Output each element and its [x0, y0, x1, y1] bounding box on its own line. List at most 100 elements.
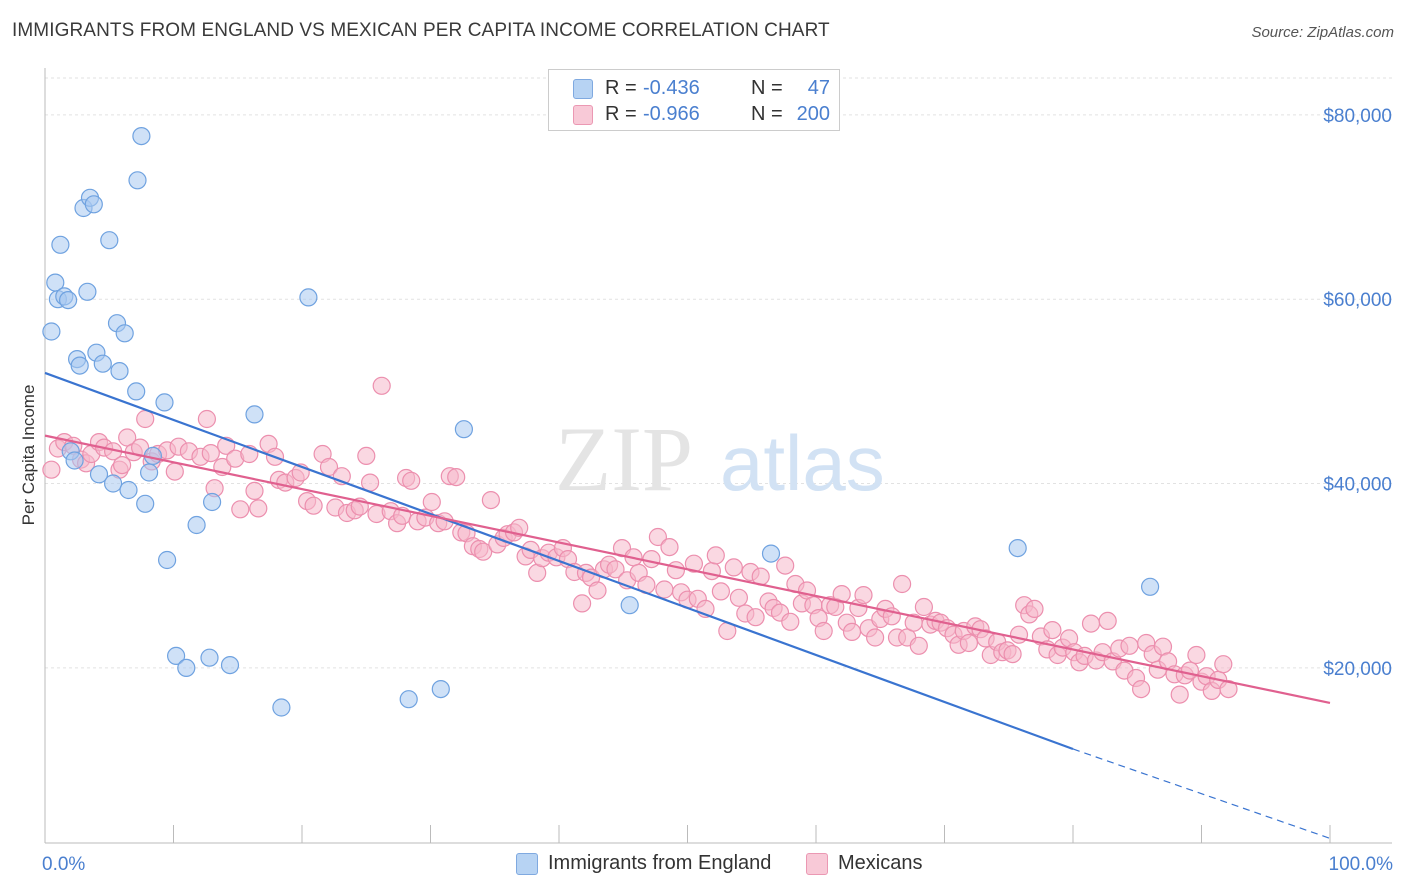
mexicans-point: [666, 561, 686, 580]
mexicans-point: [357, 446, 376, 465]
mexicans-point: [914, 597, 934, 617]
england-point: [155, 393, 174, 412]
england-point: [115, 324, 134, 343]
legend-r-value: -0.436: [643, 77, 700, 99]
england-point: [89, 465, 109, 484]
mexicans-point: [1187, 645, 1206, 665]
mexicans-trend-line: [44, 434, 1331, 704]
mexicans-point: [474, 542, 493, 561]
mexicans-point: [606, 560, 625, 579]
legend-n-label: N =: [751, 77, 783, 99]
mexicans-point: [201, 444, 220, 463]
mexicans-point: [1170, 685, 1189, 704]
england-point: [110, 362, 129, 381]
chart-title: IMMIGRANTS FROM ENGLAND VS MEXICAN PER C…: [12, 20, 830, 41]
england-point: [136, 494, 155, 513]
england-point: [140, 463, 159, 482]
mexicans-point: [1120, 636, 1139, 655]
mexicans-point: [724, 558, 743, 577]
mexicans-point: [588, 581, 607, 600]
mexicans-point: [1043, 620, 1062, 640]
x-tick-label: 100.0%: [1329, 854, 1394, 875]
mexicans-point: [655, 580, 674, 599]
mexicans-point: [684, 554, 704, 573]
england-point: [220, 655, 240, 675]
y-axis-label: Per Capita Income: [19, 385, 38, 526]
mexicans-point: [1081, 614, 1101, 633]
mexicans-point: [865, 628, 885, 647]
mexicans-point: [746, 608, 765, 627]
mexicans-point: [781, 612, 800, 631]
england-point: [620, 596, 639, 615]
mexicans-point: [481, 491, 500, 510]
england-point: [272, 698, 291, 717]
mexicans-point: [165, 462, 184, 481]
mexicans-point: [402, 471, 421, 490]
watermark-zip: ZIP: [555, 408, 693, 510]
mexicans-point: [959, 633, 979, 653]
mexicans-point: [776, 556, 795, 575]
england-point: [42, 322, 61, 341]
mexicans-point: [249, 499, 268, 518]
legend-swatch-england: [573, 79, 593, 99]
england-point: [127, 382, 146, 401]
england-point: [1140, 577, 1160, 596]
mexicans-point: [510, 518, 529, 537]
legend-n-label: N =: [751, 103, 783, 125]
legend-n-value: 200: [796, 103, 830, 125]
england-point: [93, 354, 112, 373]
england-point: [119, 480, 138, 500]
mexicans-point: [42, 460, 61, 479]
axes: [44, 68, 1392, 844]
mexicans-point: [136, 409, 155, 429]
england-point: [103, 474, 123, 493]
mexicans-point: [648, 527, 668, 547]
england-point: [158, 550, 177, 570]
england-point: [128, 171, 147, 190]
england-point: [1008, 538, 1027, 558]
mexicans-point: [422, 492, 441, 512]
trend-lines: [44, 371, 1331, 839]
bottom-legend-swatch-england: [516, 853, 538, 875]
england-point: [299, 288, 318, 307]
legend-n-value: 47: [807, 77, 830, 99]
mexicans-point: [729, 588, 749, 607]
bottom-legend-swatch-mexicans: [806, 853, 828, 875]
mexicans-point: [832, 584, 851, 604]
mexicans-point: [197, 409, 216, 429]
mexicans-point: [112, 456, 132, 475]
england-point: [177, 658, 196, 678]
legend-r-label: R =: [605, 103, 637, 125]
england-point: [65, 451, 84, 470]
england-point: [51, 235, 70, 254]
mexicans-point: [1131, 679, 1151, 699]
england-point: [84, 195, 103, 214]
england-point: [245, 405, 264, 424]
mexicans-point: [642, 549, 661, 569]
y-tick-label: $60,000: [1323, 290, 1392, 311]
mexicans-point: [304, 496, 323, 515]
england-point: [203, 492, 222, 512]
england-trend-line: [44, 371, 1074, 751]
bottom-legend-label: Mexicans: [838, 852, 923, 874]
mexicans-point: [1025, 599, 1044, 619]
mexicans-point: [572, 594, 592, 613]
mexicans-point: [842, 622, 862, 642]
mexicans-point: [447, 468, 466, 487]
tick-labels: $20,000 $40,000 $60,000 $80,000 0.0% 100.0%: [42, 106, 1393, 875]
england-point: [132, 127, 151, 146]
england-point: [100, 231, 119, 250]
bottom-legend-label: Immigrants from England: [548, 852, 772, 874]
england-point: [78, 282, 97, 301]
mexicans-point: [702, 561, 722, 581]
mexicans-point: [1219, 679, 1238, 699]
mexicans-point: [814, 621, 833, 641]
england-point: [187, 515, 206, 535]
england-point: [200, 648, 219, 667]
mexicans-point: [711, 582, 731, 601]
england-point: [431, 679, 450, 699]
correlation-legend: R = -0.436 N = 47 R = -0.966 N = 200: [548, 69, 840, 131]
y-tick-label: $80,000: [1323, 106, 1392, 127]
mexicans-point: [372, 376, 391, 395]
gridlines: [45, 77, 1392, 669]
